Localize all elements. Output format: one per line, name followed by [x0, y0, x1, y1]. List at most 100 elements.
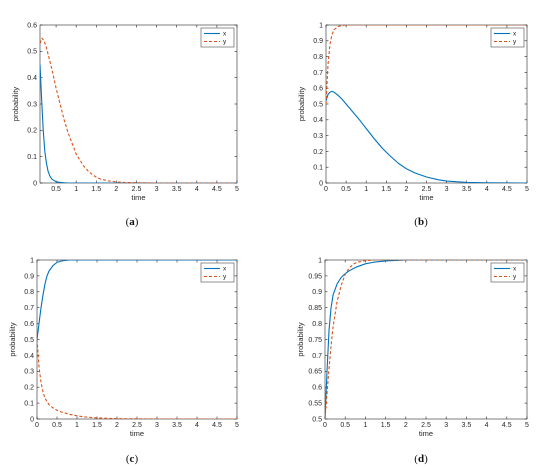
y-tick-label: 0.1 — [313, 165, 323, 172]
y-tick-label: 0.9 — [24, 273, 34, 280]
x-axis-label: time — [131, 193, 145, 202]
caption-c: (c) — [126, 453, 139, 465]
y-tick-label: 0.7 — [312, 353, 322, 360]
y-tick-label: 0.1 — [24, 401, 34, 408]
chart-d: 0 0.5 1 1.5 2 2.5 3 3.5 4 4.5 50.50.550.60.650.70.… — [296, 257, 529, 465]
y-tick-label: 0.6 — [313, 86, 323, 93]
x-tick-label: 2.5 — [132, 186, 142, 193]
x-tick-label: 3 — [155, 422, 159, 429]
caption-a: (a) — [126, 216, 139, 228]
y-tick-label: 1 — [319, 22, 323, 29]
x-tick-label: 3.5 — [462, 422, 472, 429]
x-tick-label: 2.5 — [422, 186, 432, 193]
legend-label-x: x — [513, 31, 517, 38]
caption-paren-open: ( — [414, 216, 418, 228]
y-tick-label: 0.8 — [312, 321, 322, 328]
x-tick-label: 4.5 — [502, 422, 512, 429]
x-tick-label: 0 — [324, 186, 328, 193]
plot-area — [36, 259, 238, 420]
x-axis-label: time — [130, 429, 144, 438]
legend: xy — [490, 27, 525, 48]
plot-area — [39, 24, 238, 184]
y-tick-label: 0 — [319, 180, 323, 187]
legend-label-x: x — [223, 266, 227, 273]
caption-paren-open: ( — [126, 453, 130, 465]
series-y-line — [326, 25, 527, 105]
x-tick-label: 3.5 — [172, 422, 182, 429]
series-x-line — [40, 64, 237, 183]
series-y-line — [325, 260, 527, 419]
x-tick-label: 4.5 — [502, 186, 512, 193]
y-tick-label: 0.75 — [308, 337, 322, 344]
y-tick-label: 0.8 — [24, 289, 34, 296]
series-x-line — [325, 260, 527, 419]
chart-b: 0 0.5 1 1.5 2 2.5 3 3.5 4 4.5 5 0 0.1 0.2 0.3 0.4 0.5 0.6… — [297, 22, 529, 228]
x-tick-label: 3 — [155, 186, 159, 193]
chart-c: 0 0.5 1 1.5 2 2.5 3 3.5 4 4.5 5 0 0.1 0.2 0.3 0.4 0.5 0.6… — [8, 257, 239, 465]
x-tick-label: 4 — [485, 186, 489, 193]
x-tick-label: 0.5 — [51, 186, 61, 193]
y-tick-label: 0.3 — [313, 133, 323, 140]
y-tick-label: 0.2 — [24, 385, 34, 392]
legend-box — [490, 262, 525, 283]
x-tick-label: 5 — [235, 186, 239, 193]
y-tick-label: 0.7 — [24, 305, 34, 312]
x-tick-label: 1 — [75, 422, 79, 429]
x-axis-label: time — [419, 429, 433, 438]
caption-paren-close: ) — [134, 453, 138, 465]
y-tick-label: 0.1 — [27, 154, 37, 161]
y-tick-label: 0.6 — [24, 321, 34, 328]
y-tick-label: 0.7 — [313, 70, 323, 77]
legend-label-y: y — [513, 39, 517, 46]
y-axis-label: probability — [296, 322, 305, 356]
legend-box — [200, 27, 235, 48]
y-tick-label: 0 — [30, 416, 34, 423]
x-tick-label: 1.5 — [381, 186, 391, 193]
x-tick-label: 3 — [445, 186, 449, 193]
y-tick-label: 0.4 — [27, 75, 37, 82]
x-tick-label: 0.5 — [340, 422, 350, 429]
y-tick-label: 0.2 — [313, 149, 323, 156]
legend: xy — [490, 262, 525, 283]
legend: xy — [200, 27, 235, 48]
y-tick-label: 0.95 — [308, 273, 322, 280]
x-tick-label: 0 — [323, 422, 327, 429]
chart-a: 0.5 1 1.5 2 2.5 3 3.5 4 4.5 5 0 0.1 0.2 0.3 0.4 0.5 0.6 t… — [11, 22, 239, 228]
caption-paren-close: ) — [424, 216, 428, 228]
caption-letter: a — [129, 216, 135, 228]
x-tick-label: 0.5 — [341, 186, 351, 193]
x-tick-label: 4 — [195, 422, 199, 429]
y-tick-label: 0.85 — [308, 305, 322, 312]
y-tick-label: 0.2 — [27, 128, 37, 135]
y-tick-label: 0.9 — [312, 289, 322, 296]
plot-area — [324, 259, 528, 420]
x-axis-label: time — [419, 193, 433, 202]
caption-b: (b) — [414, 216, 428, 228]
x-tick-label: 4.5 — [212, 186, 222, 193]
legend-box — [490, 27, 525, 48]
series-y-line — [37, 339, 237, 419]
caption-paren-open: ( — [414, 453, 418, 465]
x-tick-label: 0 — [35, 422, 39, 429]
caption-d: (d) — [414, 453, 428, 465]
x-tick-label: 1.5 — [92, 422, 102, 429]
y-tick-label: 0.5 — [27, 49, 37, 56]
x-tick-label: 3.5 — [462, 186, 472, 193]
x-tick-label: 2 — [114, 186, 118, 193]
plot-area — [325, 24, 528, 184]
y-tick-label: 0.8 — [313, 54, 323, 61]
x-tick-label: 2.5 — [132, 422, 142, 429]
series-x-line — [326, 90, 527, 183]
x-tick-label: 2 — [404, 422, 408, 429]
caption-letter: d — [418, 453, 424, 465]
x-tick-label: 4 — [485, 422, 489, 429]
x-tick-label: 1.5 — [381, 422, 391, 429]
y-tick-label: 1 — [318, 257, 322, 264]
y-axis-label: probability — [297, 87, 306, 121]
x-tick-label: 1.5 — [91, 186, 101, 193]
caption-letter: c — [130, 453, 135, 465]
x-tick-label: 3.5 — [172, 186, 182, 193]
caption-letter: b — [418, 216, 424, 228]
series-x-line — [37, 260, 237, 340]
